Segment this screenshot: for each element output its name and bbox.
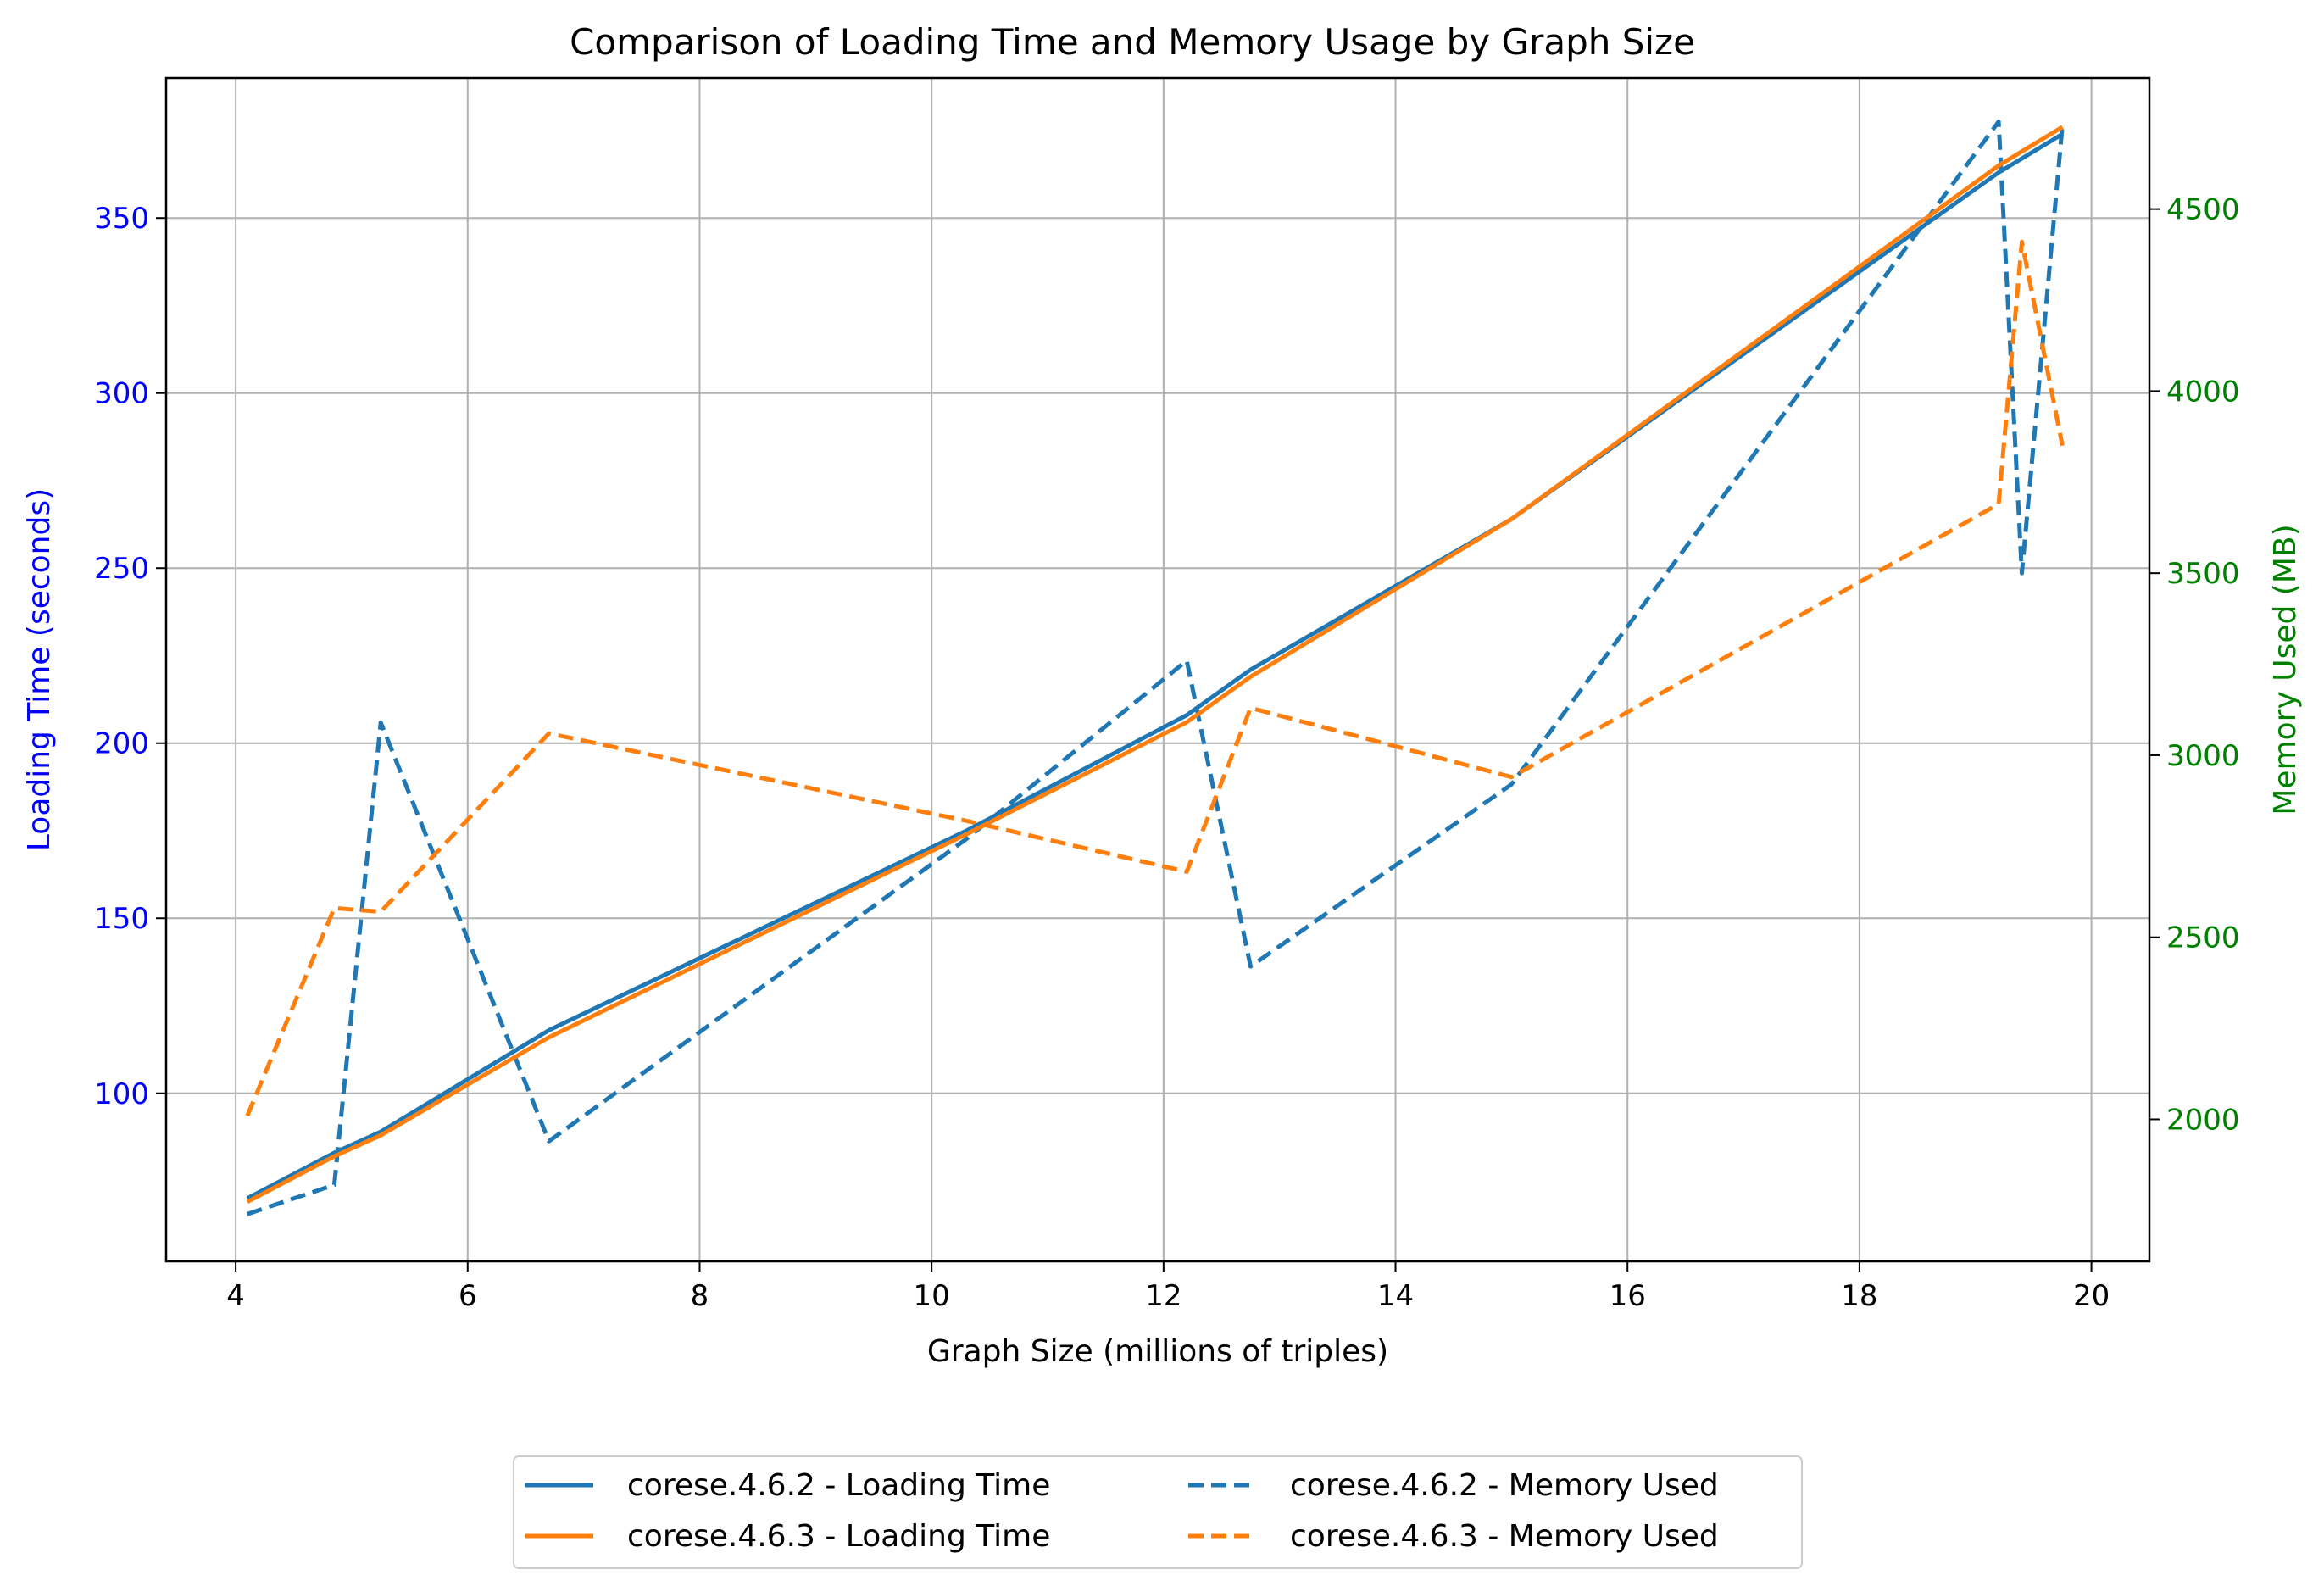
legend: corese.4.6.2 - Loading Time corese.4.6.3… [513, 1455, 1803, 1569]
series-line-0 [246, 131, 2064, 1200]
legend-frame [513, 1455, 1803, 1569]
x-axis: 4 6 8 10 12 14 16 18 20 [226, 1261, 2110, 1313]
y-axis-right-label: Memory Used (MB) [2268, 524, 2303, 815]
x-tick-label: 14 [1377, 1279, 1414, 1313]
x-tick-label: 18 [1841, 1279, 1877, 1313]
y-left-tick-label: 150 [94, 902, 149, 936]
y-right-tick-label: 4500 [2166, 193, 2240, 227]
x-tick-label: 16 [1610, 1279, 1646, 1313]
x-tick-label: 20 [2073, 1279, 2110, 1313]
series-line-1 [246, 125, 2064, 1205]
y-left-tick-label: 200 [94, 727, 149, 761]
legend-label-1: corese.4.6.3 - Loading Time [627, 1519, 1050, 1554]
series-layer [245, 120, 2065, 1216]
y-left-tick-label: 300 [94, 377, 149, 411]
grid [166, 78, 2149, 1261]
y-axis-left: 100 150 200 250 300 350 [94, 202, 166, 1111]
y-left-tick-label: 350 [94, 202, 149, 236]
y-right-tick-label: 3500 [2166, 557, 2240, 591]
y-left-tick-label: 250 [94, 552, 149, 586]
x-tick-label: 10 [914, 1279, 950, 1313]
chart-title: Comparison of Loading Time and Memory Us… [570, 21, 1695, 63]
x-tick-label: 6 [459, 1279, 477, 1313]
y-right-tick-label: 3000 [2166, 739, 2240, 773]
y-left-tick-label: 100 [94, 1077, 149, 1111]
legend-label-2: corese.4.6.2 - Memory Used [1290, 1468, 1719, 1503]
legend-label-3: corese.4.6.3 - Memory Used [1290, 1519, 1719, 1554]
x-tick-label: 8 [691, 1279, 709, 1313]
y-axis-left-label: Loading Time (seconds) [22, 488, 57, 851]
series-line-2 [247, 120, 2065, 1216]
x-tick-label: 12 [1145, 1279, 1181, 1313]
y-axis-right: 2000 2500 3000 3500 4000 4500 [2149, 193, 2240, 1137]
y-right-tick-label: 2500 [2166, 921, 2240, 955]
y-right-tick-label: 2000 [2166, 1103, 2240, 1137]
series-line-3 [245, 239, 2065, 1117]
y-right-tick-label: 4000 [2166, 375, 2240, 409]
x-axis-label: Graph Size (millions of triples) [927, 1334, 1388, 1369]
x-tick-label: 4 [226, 1279, 245, 1313]
legend-label-0: corese.4.6.2 - Loading Time [627, 1468, 1050, 1503]
plot-frame [164, 76, 2151, 1263]
